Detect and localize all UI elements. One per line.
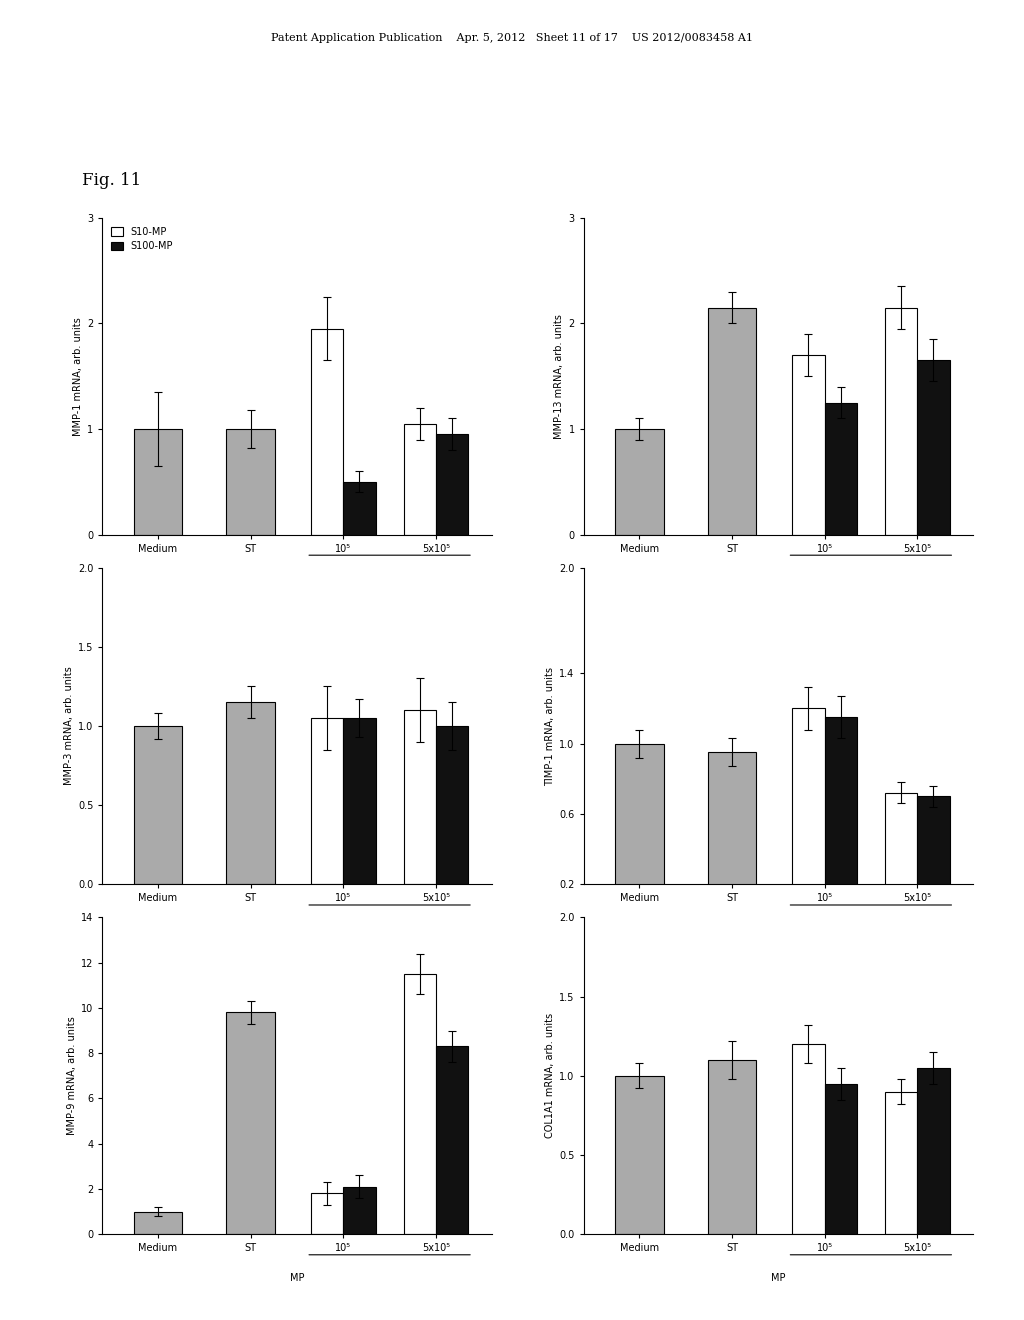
Bar (226, 1012, 275, 1234)
Bar (708, 752, 757, 920)
Bar (343, 1187, 376, 1234)
Bar (436, 1047, 468, 1234)
Bar (403, 424, 436, 535)
X-axis label: MP: MP (771, 573, 785, 583)
Text: Patent Application Publication    Apr. 5, 2012   Sheet 11 of 17    US 2012/00834: Patent Application Publication Apr. 5, 2… (271, 33, 753, 44)
Bar (885, 793, 918, 920)
Text: Fig. 11: Fig. 11 (82, 172, 141, 189)
Bar (824, 717, 857, 920)
Bar (343, 718, 376, 884)
X-axis label: MP: MP (771, 1272, 785, 1283)
Bar (824, 403, 857, 535)
Bar (793, 1044, 824, 1234)
X-axis label: MP: MP (290, 923, 304, 933)
Bar (708, 1060, 757, 1234)
Bar (885, 1092, 918, 1234)
Bar (311, 329, 343, 535)
Y-axis label: TIMP-1 mRNA, arb. units: TIMP-1 mRNA, arb. units (545, 667, 555, 785)
Bar (436, 726, 468, 884)
Bar (615, 429, 664, 535)
Y-axis label: MMP-1 mRNA, arb. units: MMP-1 mRNA, arb. units (73, 317, 83, 436)
Bar (918, 796, 949, 920)
Y-axis label: COL1A1 mRNA, arb. units: COL1A1 mRNA, arb. units (545, 1014, 555, 1138)
Y-axis label: MMP-9 mRNA, arb. units: MMP-9 mRNA, arb. units (67, 1016, 77, 1135)
Bar (615, 1076, 664, 1234)
Bar (793, 709, 824, 920)
Bar (708, 308, 757, 535)
Legend: S10-MP, S100-MP: S10-MP, S100-MP (108, 223, 177, 255)
Bar (885, 308, 918, 535)
Bar (824, 1084, 857, 1234)
Bar (134, 429, 182, 535)
Bar (311, 718, 343, 884)
X-axis label: MP: MP (290, 573, 304, 583)
X-axis label: MP: MP (290, 1272, 304, 1283)
Bar (226, 429, 275, 535)
Bar (436, 434, 468, 535)
Bar (615, 743, 664, 920)
Bar (918, 1068, 949, 1234)
Y-axis label: MMP-13 mRNA, arb. units: MMP-13 mRNA, arb. units (554, 314, 564, 438)
Bar (134, 726, 182, 884)
Bar (403, 710, 436, 884)
Bar (918, 360, 949, 535)
Bar (403, 974, 436, 1234)
Bar (226, 702, 275, 884)
X-axis label: MP: MP (771, 923, 785, 933)
Y-axis label: MMP-3 mRNA, arb. units: MMP-3 mRNA, arb. units (63, 667, 74, 785)
Bar (343, 482, 376, 535)
Bar (793, 355, 824, 535)
Bar (134, 1212, 182, 1234)
Bar (311, 1193, 343, 1234)
